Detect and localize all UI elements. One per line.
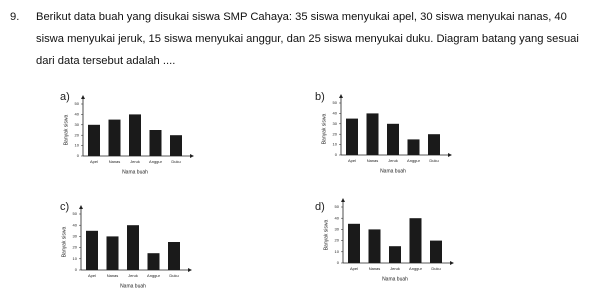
x-tick-label: Duku xyxy=(431,266,440,271)
x-tick-label: Jeruk xyxy=(388,158,398,163)
x-arrow xyxy=(190,154,194,158)
bar xyxy=(149,130,162,156)
y-tick-label: 20 xyxy=(335,238,340,243)
y-axis-label: Banyak siswa xyxy=(61,227,67,258)
y-arrow xyxy=(339,94,343,98)
x-tick-label: Anggur xyxy=(407,158,421,163)
x-arrow xyxy=(188,268,192,272)
y-axis-label: Banyak siswa xyxy=(63,115,69,146)
x-arrow xyxy=(450,261,454,265)
x-tick-label: Nanas xyxy=(107,273,119,278)
x-tick-label: Apel xyxy=(348,158,356,163)
x-tick-label: Jeruk xyxy=(130,159,140,164)
option-label: c) xyxy=(60,201,69,213)
y-tick-label: 40 xyxy=(75,111,80,116)
x-tick-label: Apel xyxy=(88,273,96,278)
y-tick-label: 0 xyxy=(337,260,340,265)
question: 9. Berikut data buah yang disukai siswa … xyxy=(10,6,585,72)
x-tick-label: Anggur xyxy=(147,273,161,278)
bar xyxy=(368,229,381,263)
y-tick-label: 50 xyxy=(335,204,340,209)
y-tick-label: 10 xyxy=(75,143,80,148)
bar xyxy=(108,119,121,156)
y-tick-label: 50 xyxy=(73,211,78,216)
bar xyxy=(348,223,360,263)
bar xyxy=(387,123,399,155)
y-axis-label: Banyak siswa xyxy=(321,114,327,145)
x-tick-label: Duku xyxy=(429,158,438,163)
y-arrow xyxy=(81,95,85,99)
x-tick-label: Duku xyxy=(169,273,178,278)
y-tick-label: 50 xyxy=(75,101,80,106)
question-number: 9. xyxy=(10,11,20,23)
x-tick-label: Anggur xyxy=(149,159,163,164)
bar xyxy=(168,242,180,270)
y-axis-label: Banyak siswa xyxy=(323,220,329,251)
y-tick-label: 30 xyxy=(333,121,338,126)
y-arrow xyxy=(79,205,83,209)
option-label: a) xyxy=(60,91,70,103)
x-tick-label: Apel xyxy=(90,159,98,164)
x-tick-label: Nanas xyxy=(369,266,381,271)
x-tick-label: Jeruk xyxy=(128,273,138,278)
y-tick-label: 20 xyxy=(75,132,80,137)
bar xyxy=(430,240,442,263)
bar xyxy=(86,230,98,270)
question-text: Berikut data buah yang disukai siswa SMP… xyxy=(36,11,579,67)
y-tick-label: 20 xyxy=(333,131,338,136)
y-tick-label: 30 xyxy=(75,122,80,127)
x-tick-label: Duku xyxy=(171,159,180,164)
option-label: d) xyxy=(315,201,325,213)
y-tick-label: 30 xyxy=(335,226,340,231)
bar xyxy=(428,134,440,155)
y-tick-label: 0 xyxy=(75,267,78,272)
x-tick-label: Nanas xyxy=(109,159,121,164)
x-arrow xyxy=(448,153,452,157)
x-tick-label: Apel xyxy=(350,266,358,271)
bar xyxy=(389,246,401,263)
y-tick-label: 0 xyxy=(77,153,80,158)
y-tick-label: 10 xyxy=(335,249,340,254)
y-tick-label: 20 xyxy=(73,245,78,250)
y-tick-label: 0 xyxy=(335,152,338,157)
bar xyxy=(106,236,119,270)
x-axis-label: Nama buah xyxy=(382,276,408,282)
y-arrow xyxy=(341,198,345,202)
bar xyxy=(147,253,160,270)
bar xyxy=(407,139,420,155)
y-tick-label: 40 xyxy=(333,110,338,115)
y-tick-label: 10 xyxy=(73,256,78,261)
x-tick-label: Nanas xyxy=(367,158,379,163)
x-axis-label: Nama buah xyxy=(120,283,146,289)
x-tick-label: Jeruk xyxy=(390,266,400,271)
bar xyxy=(409,218,422,263)
y-tick-label: 40 xyxy=(335,215,340,220)
x-axis-label: Nama buah xyxy=(122,169,148,175)
bar xyxy=(88,124,100,156)
x-axis-label: Nama buah xyxy=(380,168,406,174)
option-label: b) xyxy=(315,91,325,103)
y-tick-label: 50 xyxy=(333,100,338,105)
bar xyxy=(170,135,182,156)
bar xyxy=(127,225,139,270)
bar xyxy=(129,114,141,156)
bar xyxy=(366,113,379,155)
x-tick-label: Anggur xyxy=(409,266,423,271)
y-tick-label: 40 xyxy=(73,222,78,227)
bar xyxy=(346,118,358,155)
y-tick-label: 30 xyxy=(73,233,78,238)
y-tick-label: 10 xyxy=(333,142,338,147)
